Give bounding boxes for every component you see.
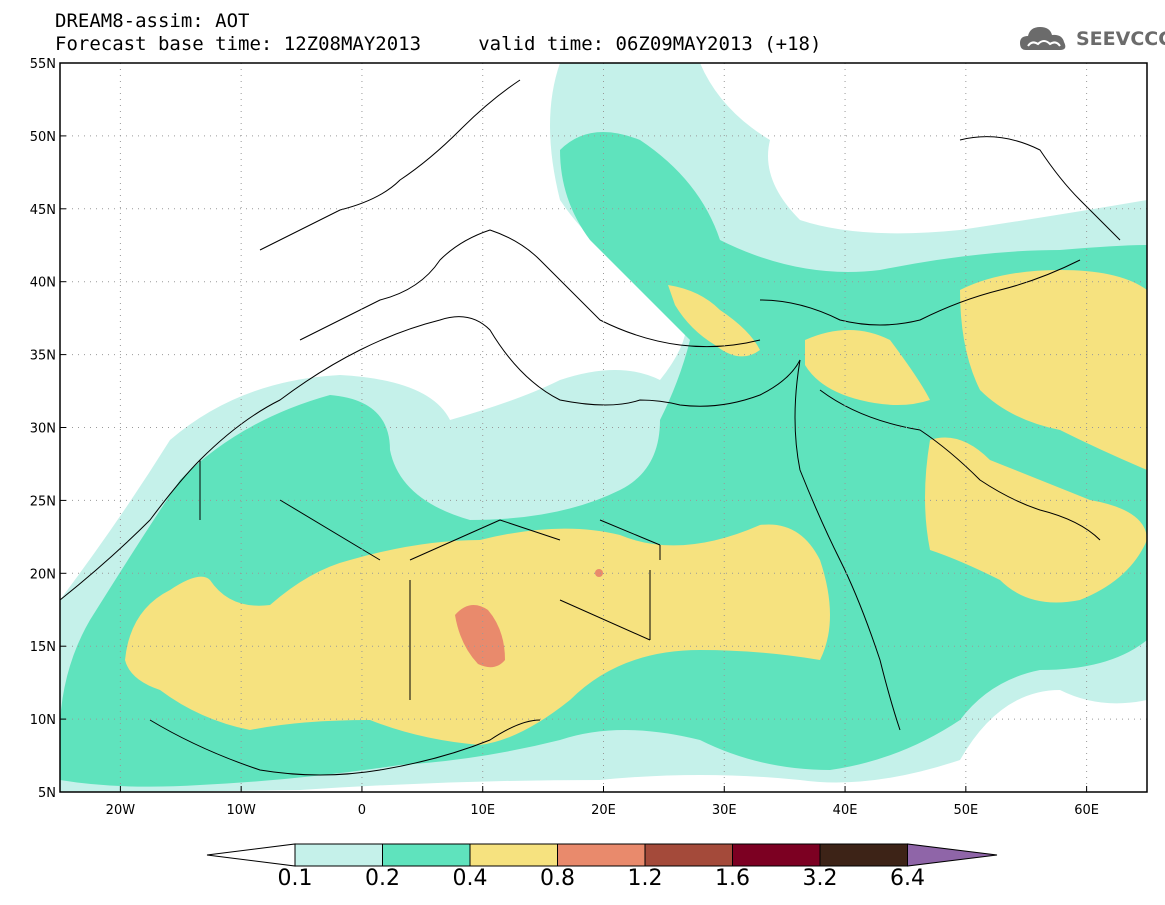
aot-band-0.4-gulf: [925, 437, 1147, 603]
colorbar-label: 1.6: [715, 866, 750, 891]
lat-tick-label: 15N: [30, 640, 56, 655]
colorbar-label: 0.1: [277, 866, 313, 891]
seevccc-logo: SEEVCCC: [1018, 22, 1165, 56]
coastlines: [60, 79, 1121, 776]
colorbar-label: 6.4: [890, 866, 925, 891]
lon-tick-label: 30E: [712, 803, 737, 818]
lat-tick-label: 5N: [38, 786, 56, 801]
colorbar-swatch: [644, 843, 733, 867]
lat-tick-label: 40N: [30, 276, 56, 291]
aot-band-0.8: [455, 605, 505, 668]
forecast-time-line: Forecast base time: 12Z08MAY2013 valid t…: [55, 33, 822, 55]
lat-tick-label: 10N: [30, 713, 56, 728]
lat-tick-label: 50N: [30, 130, 56, 145]
lon-tick-label: 50E: [953, 803, 978, 818]
aot-band-0.4-arabia: [805, 330, 930, 405]
lat-tick-label: 20N: [30, 567, 56, 582]
map-title: DREAM8-assim: AOT: [55, 10, 250, 32]
colorbar-swatch: [294, 843, 383, 867]
colorbar-swatch: [819, 843, 908, 867]
lat-tick-label: 30N: [30, 422, 56, 437]
colorbar-swatch: [557, 843, 646, 867]
longitude-ticks: 20W 10W 0 10E 20E 30E 40E 50E 60E: [106, 786, 1099, 818]
colorbar-swatch: [732, 843, 821, 867]
lat-tick-label: 25N: [30, 494, 56, 509]
lon-tick-label: 60E: [1074, 803, 1099, 818]
cloud-icon: [1020, 27, 1066, 50]
aot-band-0.4-aegean: [668, 285, 760, 357]
lon-tick-label: 40E: [833, 803, 858, 818]
colorbar-arrow-right: [907, 843, 998, 867]
colorbar-swatch: [382, 843, 471, 867]
aot-field: [60, 63, 1147, 792]
colorbar: [206, 843, 998, 867]
colorbar-label: 0.4: [452, 866, 488, 891]
lon-tick-label: 10W: [226, 803, 256, 818]
lon-tick-label: 10E: [470, 803, 495, 818]
colorbar-label: 3.2: [802, 866, 838, 891]
colorbar-swatch: [469, 843, 558, 867]
lat-tick-label: 45N: [30, 203, 56, 218]
colorbar-arrow-left: [206, 843, 296, 867]
latitude-ticks: 5N 10N 15N 20N 25N 30N 35N 40N 45N 50N 55N: [30, 57, 66, 801]
colorbar-label: 0.8: [540, 866, 575, 891]
lon-tick-label: 0: [358, 803, 366, 818]
aot-band-0.4-iran: [960, 270, 1147, 470]
lat-tick-label: 55N: [30, 57, 56, 72]
lat-tick-label: 35N: [30, 349, 56, 364]
lon-tick-label: 20W: [106, 803, 136, 818]
aot-band-0.8-spot: [595, 569, 603, 577]
colorbar-label: 1.2: [627, 866, 663, 891]
colorbar-label: 0.2: [365, 866, 400, 891]
logo-text: SEEVCCC: [1076, 28, 1165, 50]
lon-tick-label: 20E: [591, 803, 616, 818]
